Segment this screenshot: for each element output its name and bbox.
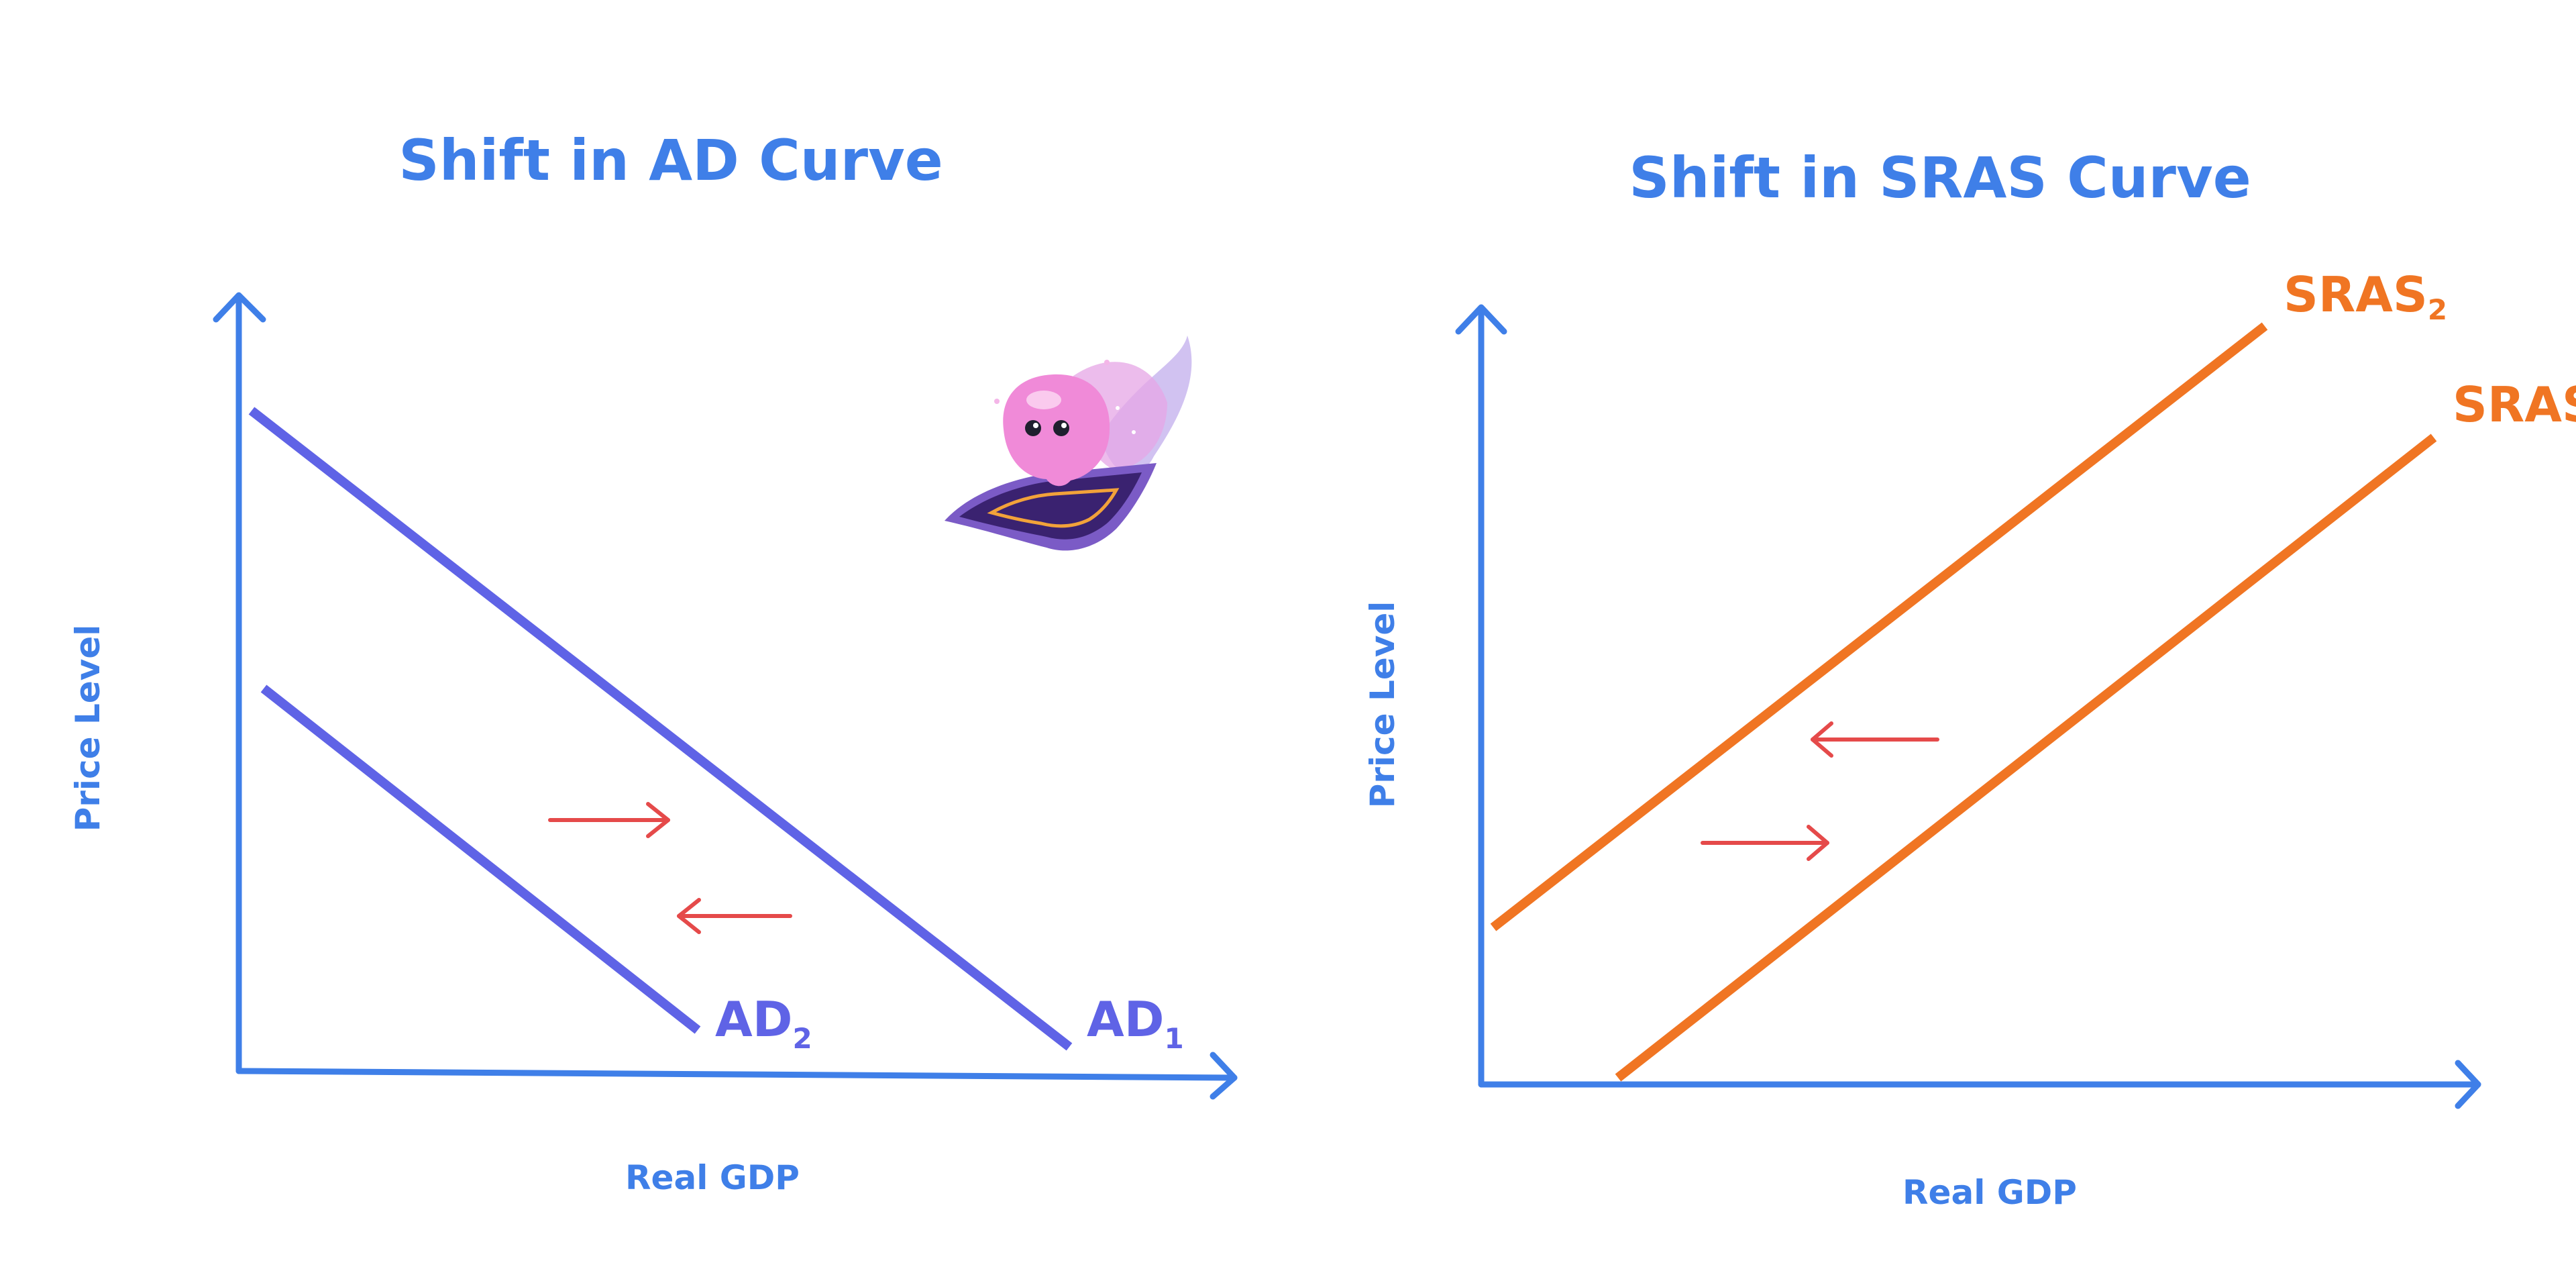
pink-ghost-on-flying-carpet-icon	[945, 336, 1192, 551]
sras-y-axis-arrowhead	[1455, 304, 1507, 335]
sras2-curve	[1490, 322, 2268, 931]
sras-x-axis-label: Real GDP	[1902, 1173, 2077, 1212]
ad-panel: Shift in AD Curve Price Level Real GDP A…	[68, 128, 1238, 1197]
ad1-label-name: AD	[1087, 991, 1165, 1048]
sras-shift-left-arrow	[1811, 721, 1939, 758]
sras1-curve	[1615, 434, 2437, 1082]
ad-axes	[213, 292, 1238, 1100]
sras2-label-subscript: 2	[2428, 293, 2447, 326]
sras-shift-arrows	[1701, 721, 1939, 861]
ad-x-axis-label: Real GDP	[625, 1158, 800, 1197]
ad2-label-subscript: 2	[793, 1022, 812, 1055]
sras1-label: SRAS1	[2453, 376, 2576, 436]
sras1-label-name: SRAS	[2453, 376, 2576, 433]
sras-x-axis-arrowhead	[2455, 1060, 2481, 1109]
ad-x-axis-arrowhead	[1210, 1052, 1238, 1100]
ad2-curve	[260, 684, 701, 1034]
ad-y-axis-label: Price Level	[68, 625, 107, 832]
sras2-label: SRAS2	[2284, 266, 2447, 326]
sras-shift-right-arrow	[1701, 825, 1829, 861]
ad1-label: AD1	[1087, 991, 1184, 1055]
ad-shift-right-arrow	[548, 802, 670, 838]
sras-axes	[1455, 304, 2481, 1109]
ad-panel-title: Shift in AD Curve	[398, 128, 943, 193]
sras-y-axis-label: Price Level	[1363, 601, 1402, 809]
ad-y-axis-arrowhead	[213, 292, 266, 323]
ad2-label: AD2	[715, 991, 812, 1055]
ad-shift-left-arrow	[677, 898, 792, 934]
ad1-label-subscript: 1	[1165, 1022, 1184, 1055]
ad2-label-name: AD	[715, 991, 793, 1048]
sras-panel: Shift in SRAS Curve Price Level Real GDP…	[1363, 145, 2576, 1212]
ad-x-axis	[235, 1068, 1238, 1081]
sras-panel-title: Shift in SRAS Curve	[1629, 145, 2251, 211]
ad1-curve	[248, 407, 1073, 1051]
sras2-label-name: SRAS	[2284, 266, 2428, 323]
ad-shift-arrows	[548, 802, 792, 934]
